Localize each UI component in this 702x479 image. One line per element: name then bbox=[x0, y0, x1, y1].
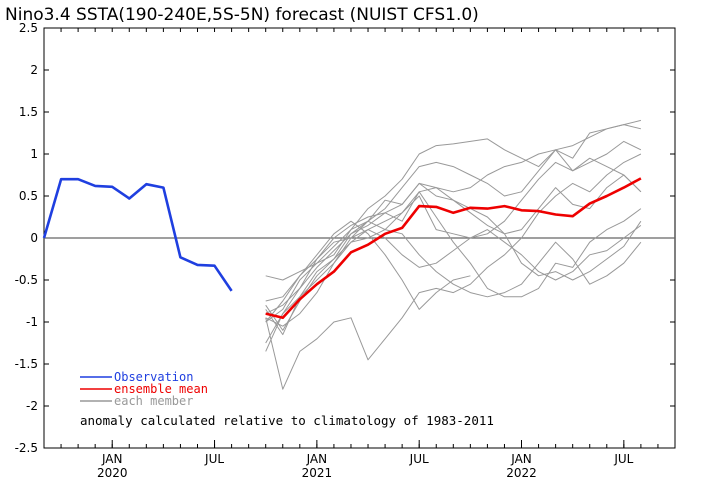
y-tick-label: -0.5 bbox=[15, 273, 38, 287]
member-series-line bbox=[265, 174, 642, 315]
ensemble-mean-line bbox=[265, 177, 642, 320]
member-series-line bbox=[265, 140, 642, 352]
observation-series-line bbox=[42, 177, 233, 292]
climatology-note: anomaly calculated relative to climatolo… bbox=[80, 413, 494, 428]
y-tick-label: -1.5 bbox=[15, 357, 38, 371]
legend-label: Observation bbox=[114, 370, 193, 384]
member-series-line bbox=[265, 220, 642, 336]
y-tick-label: 1 bbox=[30, 147, 38, 161]
y-tick-label: 1.5 bbox=[19, 105, 38, 119]
x-tick-year-label: 2020 bbox=[97, 466, 128, 479]
x-tick-label: JAN bbox=[101, 452, 123, 466]
x-tick-year-label: 2022 bbox=[506, 466, 537, 479]
member-series-line bbox=[265, 119, 642, 331]
member-series-line bbox=[265, 191, 642, 302]
legend-label: ensemble mean bbox=[114, 382, 208, 396]
member-series-line bbox=[265, 224, 642, 344]
x-tick-label: JAN bbox=[510, 452, 532, 466]
y-tick-label: 0 bbox=[30, 231, 38, 245]
y-tick-label: -2 bbox=[26, 399, 38, 413]
x-tick-year-label: 2021 bbox=[302, 466, 333, 479]
member-series-line bbox=[265, 157, 642, 327]
y-tick-label: -1 bbox=[26, 315, 38, 329]
x-tick-label: JUL bbox=[409, 452, 429, 466]
member-lines bbox=[265, 119, 642, 390]
x-tick-label: JAN bbox=[306, 452, 328, 466]
x-tick-label: JUL bbox=[204, 452, 224, 466]
y-tick-label: 2 bbox=[30, 63, 38, 77]
member-series-line bbox=[265, 124, 642, 281]
ensemble-mean-series-line bbox=[265, 177, 642, 320]
observation-line bbox=[42, 177, 233, 292]
x-tick-label: JUL bbox=[613, 452, 633, 466]
y-tick-label: 2.5 bbox=[19, 21, 38, 35]
y-tick-label: -2.5 bbox=[15, 441, 38, 455]
legend-label: each member bbox=[114, 394, 193, 408]
chart-title: Nino3.4 SSTA(190-240E,5S-5N) forecast (N… bbox=[5, 5, 479, 25]
y-axis: 2.5 2 1.5 1 0.5 0 -0.5 -1 -1.5 -2 -2.5 bbox=[15, 21, 675, 455]
member-series-line bbox=[265, 220, 471, 323]
member-series-line bbox=[265, 153, 642, 390]
y-tick-label: 0.5 bbox=[19, 189, 38, 203]
